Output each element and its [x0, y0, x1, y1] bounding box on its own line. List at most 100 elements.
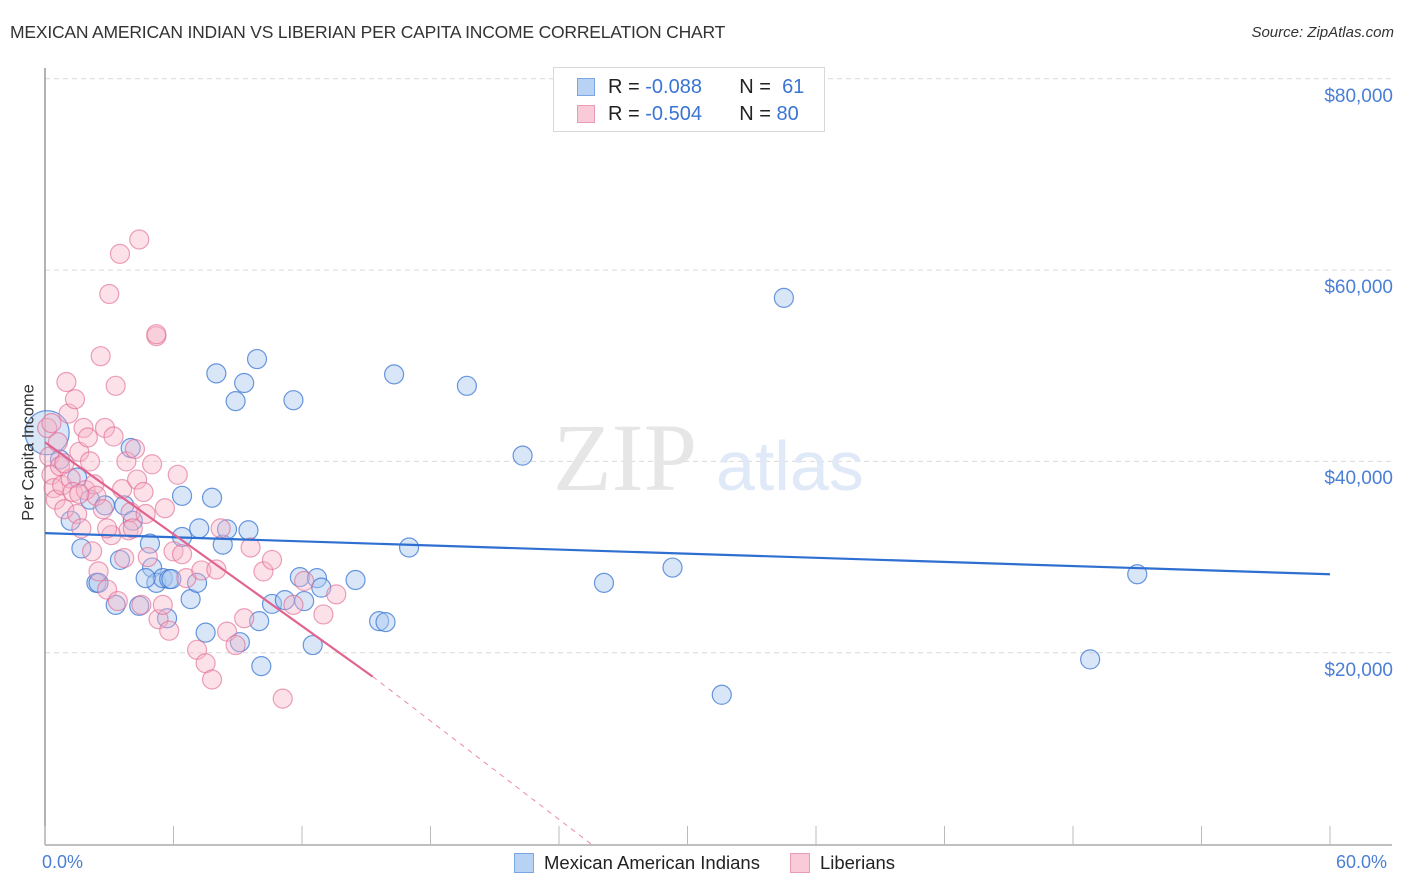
y-tick-40000: $40,000	[1324, 468, 1393, 489]
r-label: R =	[608, 102, 640, 125]
data-point	[398, 537, 420, 558]
data-point	[261, 549, 283, 571]
data-point	[154, 498, 176, 519]
data-point	[246, 348, 268, 370]
series-liberians	[37, 229, 347, 709]
data-point	[124, 438, 146, 460]
data-point	[126, 469, 148, 490]
legend-item-liberians[interactable]: Liberians	[789, 852, 896, 874]
n-value: 80	[776, 102, 799, 125]
data-point	[326, 584, 347, 605]
data-point	[238, 520, 259, 541]
data-point	[141, 557, 163, 578]
data-point	[156, 608, 178, 629]
data-point	[593, 572, 615, 593]
data-point	[73, 417, 94, 439]
y-tick-60000: $60,000	[1324, 277, 1393, 298]
data-point	[369, 611, 390, 632]
data-point	[137, 546, 158, 568]
blue-swatch-icon	[514, 853, 534, 873]
data-point	[133, 481, 154, 503]
data-point	[294, 590, 315, 612]
data-point	[69, 483, 90, 505]
data-point	[311, 577, 332, 598]
y-tick-80000: $80,000	[1324, 86, 1393, 107]
pink-swatch-icon	[789, 853, 810, 873]
data-point	[131, 594, 152, 615]
data-point	[201, 669, 223, 690]
legend-label: Liberians	[819, 852, 896, 873]
data-point	[711, 684, 732, 705]
svg-text:ZIP: ZIP	[553, 404, 697, 511]
n-label: N =	[739, 75, 771, 98]
r-label: R =	[608, 75, 640, 98]
data-point	[186, 572, 208, 593]
legend-item-mexican-american-indians[interactable]: Mexican American Indians	[514, 852, 760, 874]
trendline-pink	[44, 441, 374, 678]
data-point	[88, 561, 109, 582]
data-point	[152, 594, 173, 615]
data-point	[152, 567, 173, 589]
data-point	[122, 518, 143, 539]
data-point	[234, 372, 255, 394]
data-point	[512, 445, 533, 466]
data-point	[94, 417, 116, 439]
data-point	[283, 390, 304, 411]
correlation-legend: R = -0.088 N = 61 R = -0.504 N = 80	[553, 67, 825, 132]
data-point	[135, 567, 156, 589]
data-point	[210, 518, 231, 539]
data-point	[109, 243, 131, 264]
data-point	[129, 229, 150, 250]
data-point	[375, 611, 396, 633]
data-point	[1127, 564, 1148, 585]
data-point	[161, 568, 182, 590]
gridlines	[45, 78, 1392, 654]
data-point	[24, 410, 70, 456]
data-point	[79, 451, 101, 472]
data-point	[86, 485, 107, 506]
data-point	[82, 541, 103, 562]
data-point	[54, 499, 75, 520]
data-point	[195, 622, 216, 643]
data-point	[64, 389, 86, 410]
data-point	[253, 561, 274, 582]
series-mexican-american-indians	[24, 287, 1148, 705]
data-point	[383, 364, 405, 385]
data-point	[47, 432, 68, 453]
data-point	[225, 634, 246, 656]
legend-label: Mexican American Indians	[544, 852, 760, 873]
source-credit: Source: ZipAtlas.com	[1251, 24, 1394, 41]
data-point	[313, 604, 334, 625]
data-point	[234, 608, 255, 629]
data-point	[141, 454, 163, 475]
legend-row-liberians: R = -0.504 N = 80	[577, 102, 799, 126]
r-value: -0.088	[645, 75, 702, 98]
data-point	[225, 391, 246, 412]
n-label: N =	[739, 102, 771, 125]
series-legend: Mexican American Indians Liberians	[514, 852, 925, 874]
data-point	[189, 518, 210, 539]
data-point	[146, 324, 167, 345]
y-tick-20000: $20,000	[1324, 660, 1393, 681]
data-point	[191, 560, 212, 581]
data-point	[456, 375, 478, 396]
trendline-pink-extension	[372, 676, 592, 845]
data-point	[167, 464, 188, 485]
data-point	[171, 544, 193, 565]
svg-text:atlas: atlas	[716, 427, 864, 505]
trend-lines	[44, 441, 1331, 845]
n-value: 61	[782, 75, 805, 98]
data-point	[206, 559, 227, 580]
data-point	[97, 518, 118, 539]
data-point	[103, 426, 124, 447]
data-point	[283, 594, 304, 615]
data-point	[56, 371, 77, 393]
data-point	[294, 570, 315, 592]
legend-row-mexican-american-indians: R = -0.088 N = 61	[577, 75, 804, 99]
data-point	[171, 485, 193, 506]
axes	[44, 68, 1392, 846]
data-point	[99, 283, 120, 305]
data-point	[114, 547, 135, 569]
data-point	[249, 611, 270, 632]
data-point	[272, 688, 293, 709]
